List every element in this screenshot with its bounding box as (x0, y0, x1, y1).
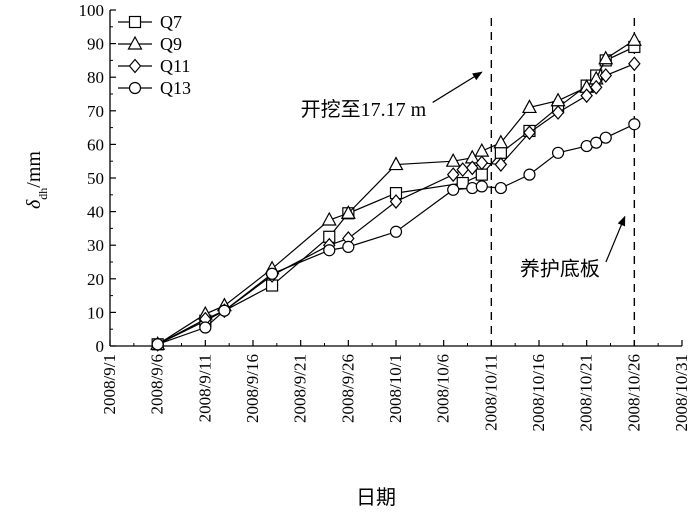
data-point (493, 134, 509, 149)
data-point (475, 155, 489, 171)
data-point (265, 267, 279, 280)
y-tick-label: 20 (87, 270, 104, 289)
data-point (128, 15, 142, 29)
data-point (475, 168, 488, 181)
x-tick-label: 2008/10/26 (624, 354, 643, 431)
data-point (494, 181, 507, 195)
data-point (494, 146, 507, 159)
series-q13 (151, 118, 641, 351)
annotation-arrow (605, 215, 626, 263)
annotation-label: 开挖至17.17 m (301, 98, 427, 121)
legend-entry-q7: Q7 (118, 12, 182, 32)
y-axis-title-main: δ (23, 199, 45, 209)
series-layer (150, 31, 642, 352)
annotations-layer: 开挖至17.17 m 养护底板 (301, 71, 626, 280)
legend-label: Q13 (160, 78, 191, 98)
vertical-reference-lines (490, 18, 636, 346)
legend-label: Q9 (160, 34, 182, 54)
y-tick-label: 80 (87, 68, 104, 87)
data-point (323, 244, 336, 257)
annotation-label: 养护底板 (520, 257, 600, 280)
data-point (151, 338, 164, 351)
x-tick-label: 2008/9/1 (100, 354, 119, 414)
y-tick-label: 70 (87, 102, 104, 121)
y-tick-label: 10 (87, 303, 104, 322)
legend-entry-q13: Q13 (118, 78, 191, 98)
data-point (340, 205, 356, 219)
data-point (321, 211, 337, 226)
y-tick-label: 50 (87, 169, 104, 188)
y-axis: 0 10 20 30 40 50 60 70 80 90 100 (79, 1, 116, 356)
x-axis: 2008/9/1 2008/9/6 2008/9/11 2008/9/16 2008/9… (100, 340, 691, 431)
data-point (127, 35, 143, 50)
y-tick-label: 100 (79, 1, 105, 20)
y-tick-label: 90 (87, 35, 104, 54)
data-point (445, 152, 461, 167)
plot-frame (109, 10, 682, 347)
y-tick-label: 0 (96, 337, 105, 356)
annotation-arrow (432, 71, 483, 103)
data-point (128, 58, 142, 74)
data-point (589, 79, 603, 95)
x-tick-label: 2008/9/26 (338, 354, 357, 423)
data-point (580, 88, 593, 104)
data-point (599, 131, 612, 144)
y-axis-title: δdh/mm (23, 151, 50, 209)
x-tick-label: 2008/9/16 (243, 354, 262, 423)
data-point (551, 146, 565, 159)
data-point (128, 81, 142, 95)
data-point (523, 125, 536, 141)
data-point (628, 118, 641, 131)
data-point (551, 105, 565, 120)
data-point (342, 240, 355, 253)
y-axis-title-unit: /mm (23, 151, 45, 188)
data-point (475, 180, 488, 193)
data-point (389, 194, 403, 209)
data-point (218, 304, 231, 317)
x-tick-label: 2008/10/6 (434, 354, 453, 423)
x-tick-label: 2008/10/21 (577, 354, 596, 431)
data-point (523, 168, 536, 181)
data-point (550, 92, 566, 107)
y-tick-label: 30 (87, 236, 104, 255)
data-point (389, 225, 403, 238)
legend-label: Q7 (160, 12, 182, 32)
legend-entry-q11: Q11 (118, 56, 190, 76)
y-axis-title-sub: dh (36, 188, 50, 200)
data-point (521, 99, 537, 114)
x-tick-label: 2008/10/11 (481, 354, 500, 431)
data-point (388, 156, 404, 171)
data-point (626, 31, 642, 46)
data-point (199, 321, 212, 334)
data-point (599, 68, 613, 83)
x-tick-label: 2008/10/16 (529, 354, 548, 431)
x-tick-label: 2008/10/1 (386, 354, 405, 423)
y-tick-label: 60 (87, 135, 104, 154)
data-point (474, 142, 490, 157)
data-point (447, 183, 460, 196)
data-point (598, 50, 614, 65)
legend-label: Q11 (160, 56, 190, 76)
legend-entry-q9: Q9 (118, 34, 182, 54)
x-tick-label: 2008/9/21 (291, 354, 310, 423)
data-point (465, 160, 479, 176)
data-point (590, 136, 603, 149)
x-axis-title: 日期 (356, 487, 396, 509)
data-point (628, 56, 641, 72)
data-point (446, 167, 460, 183)
x-tick-label: 2008/9/11 (195, 354, 214, 422)
x-tick-label: 2008/9/6 (148, 354, 167, 414)
x-tick-label: 2008/10/31 (672, 354, 691, 431)
y-tick-label: 40 (87, 203, 104, 222)
data-point (494, 157, 508, 172)
